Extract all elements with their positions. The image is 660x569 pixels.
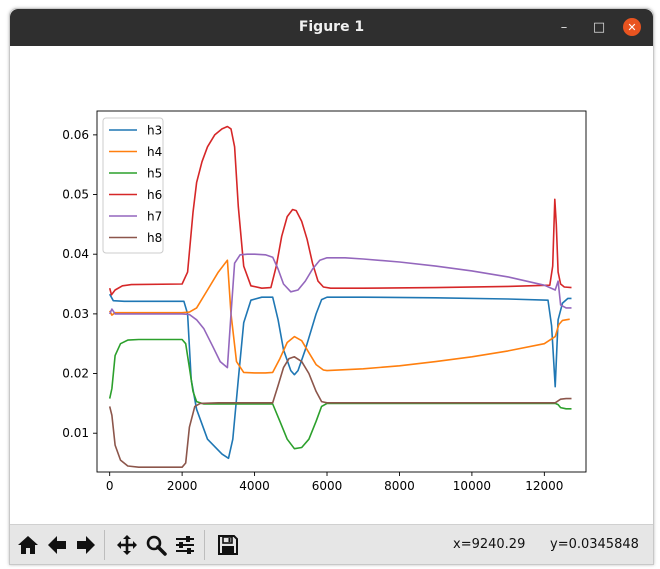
arrow-right-icon [76, 535, 95, 554]
title-bar[interactable]: Figure 1 – □ ✕ [10, 9, 653, 46]
minimize-button[interactable]: – [560, 19, 568, 35]
magnifier-icon [146, 535, 167, 556]
axes-frame [96, 110, 587, 473]
close-button[interactable]: ✕ [623, 18, 641, 36]
legend-label-h8: h8 [147, 231, 162, 245]
legend-label-h5: h5 [147, 167, 162, 181]
save-button[interactable] [214, 531, 241, 558]
cursor-y-readout: y=0.0345848 [550, 537, 639, 552]
toolbar-separator [104, 530, 105, 560]
legend-label-h6: h6 [147, 188, 162, 202]
series-line-h4 [108, 259, 570, 374]
line-chart: 0 2000 4000 6000 8000 10000 12000 0.01 0.02 0.03 0… [62, 110, 587, 493]
y-tick-label: 0.05 [62, 188, 89, 202]
zoom-button[interactable] [142, 531, 169, 558]
y-tick-label: 0.01 [62, 426, 89, 440]
x-tick-label: 6000 [312, 479, 343, 493]
maximize-button[interactable]: □ [592, 19, 606, 35]
x-tick-label: 2000 [167, 479, 198, 493]
toolbar-separator [204, 530, 205, 560]
series-line-h6 [108, 125, 572, 296]
x-tick-label: 4000 [239, 479, 270, 493]
move-icon [116, 534, 137, 555]
series-line-h5 [108, 338, 572, 450]
legend-label-h3: h3 [147, 124, 162, 138]
sliders-icon [175, 535, 194, 554]
window-title: Figure 1 [298, 19, 365, 35]
back-button[interactable] [43, 531, 70, 558]
navigation-toolbar: x=9240.29 y=0.0345848 [10, 524, 653, 564]
y-tick-label: 0.03 [62, 307, 89, 321]
forward-button[interactable] [72, 531, 99, 558]
figure-canvas[interactable]: 0 2000 4000 6000 8000 10000 12000 0.01 0.02 0.03 0… [10, 46, 653, 524]
y-tick-label: 0.04 [62, 247, 89, 261]
legend-label-h7: h7 [147, 210, 162, 224]
floppy-icon [217, 534, 238, 555]
pan-button[interactable] [113, 531, 140, 558]
legend-label-h4: h4 [147, 145, 162, 159]
series-line-h8 [108, 356, 572, 468]
series-line-h3 [109, 293, 572, 460]
x-tick-label: 8000 [384, 479, 415, 493]
home-icon [17, 535, 38, 554]
y-tick-label: 0.02 [62, 367, 89, 381]
series-line-h7 [108, 253, 572, 369]
plot-lines [108, 125, 572, 468]
configure-subplots-button[interactable] [171, 531, 198, 558]
y-tick-label: 0.06 [62, 128, 89, 142]
figure-window: Figure 1 – □ ✕ 0 2000 4000 6000 8000 10000 120… [9, 8, 654, 565]
x-tick-label: 10000 [453, 479, 491, 493]
x-tick-label: 12000 [525, 479, 563, 493]
home-button[interactable] [14, 531, 41, 558]
x-tick-label: 0 [106, 479, 114, 493]
cursor-x-readout: x=9240.29 [453, 537, 526, 552]
arrow-left-icon [47, 535, 66, 554]
